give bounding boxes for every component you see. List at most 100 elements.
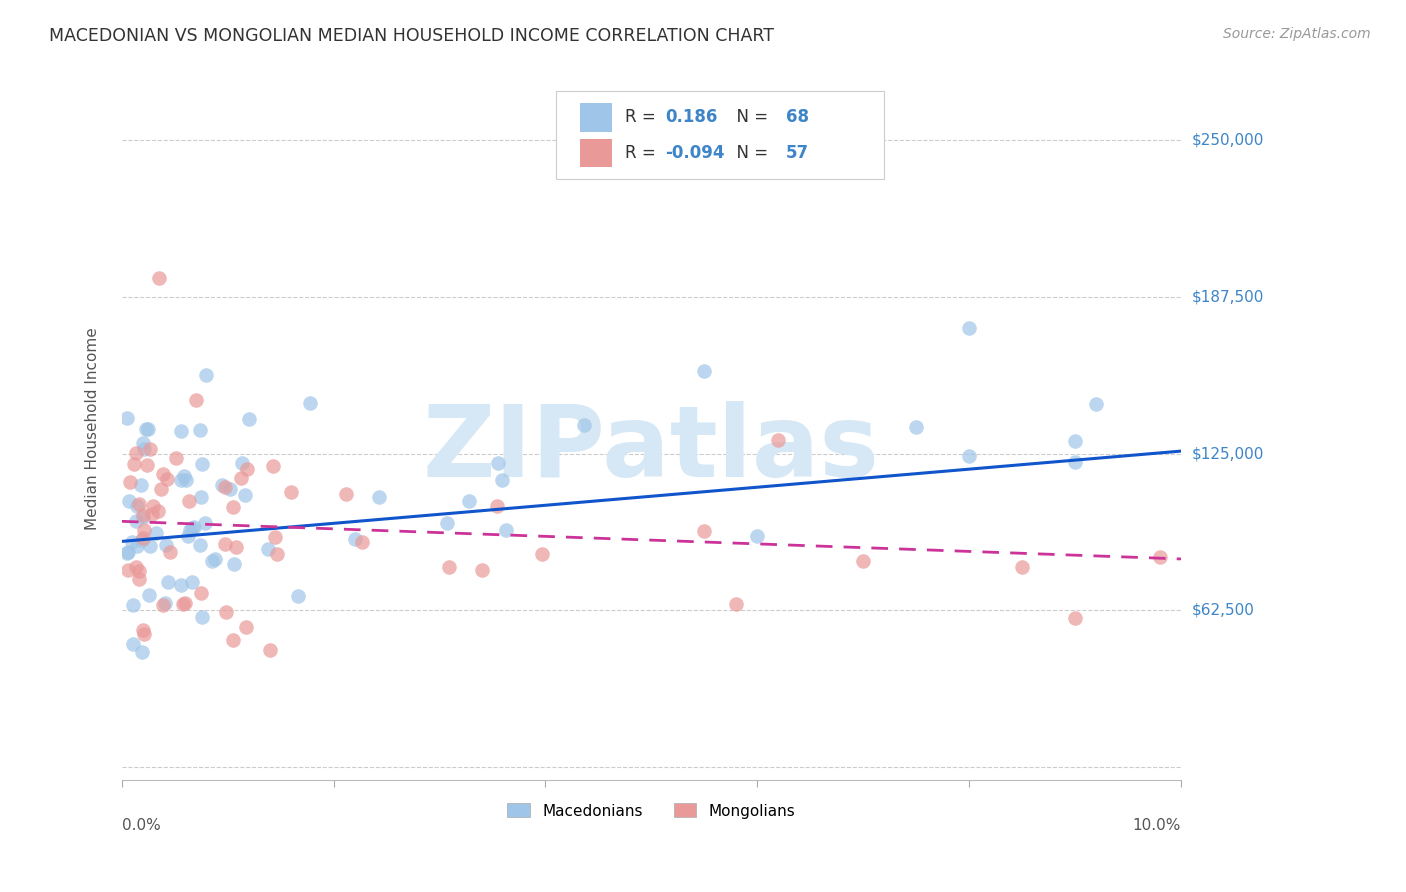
Point xyxy=(1064,454,1087,468)
Point xyxy=(174,596,197,610)
Point xyxy=(125,560,148,574)
Point xyxy=(190,491,212,505)
Point xyxy=(141,507,163,521)
Text: $62,500: $62,500 xyxy=(1192,603,1256,618)
Point xyxy=(125,539,148,553)
Point xyxy=(905,420,928,434)
Text: -0.094: -0.094 xyxy=(665,144,724,161)
Point xyxy=(190,585,212,599)
Point xyxy=(693,524,716,539)
Point xyxy=(1064,611,1087,625)
Point xyxy=(134,442,156,457)
Point xyxy=(131,435,153,450)
Point xyxy=(259,643,281,657)
Point xyxy=(170,424,193,438)
Point xyxy=(231,456,253,470)
Point xyxy=(266,547,288,561)
Point xyxy=(138,588,160,602)
Point xyxy=(190,610,212,624)
Point xyxy=(152,599,174,613)
Point xyxy=(172,598,194,612)
Point xyxy=(491,474,513,488)
Point xyxy=(117,563,139,577)
Point xyxy=(1011,560,1033,574)
Point xyxy=(436,516,458,530)
FancyBboxPatch shape xyxy=(581,138,612,167)
Point xyxy=(486,457,509,471)
Point xyxy=(574,417,596,432)
Text: 68: 68 xyxy=(786,109,808,127)
Point xyxy=(957,449,980,463)
Point xyxy=(184,392,207,407)
Point xyxy=(768,433,790,447)
Point xyxy=(170,473,193,487)
FancyBboxPatch shape xyxy=(557,92,884,179)
Point xyxy=(125,446,148,460)
Point xyxy=(235,462,257,476)
Point xyxy=(229,471,252,485)
Point xyxy=(215,605,238,619)
Text: MACEDONIAN VS MONGOLIAN MEDIAN HOUSEHOLD INCOME CORRELATION CHART: MACEDONIAN VS MONGOLIAN MEDIAN HOUSEHOLD… xyxy=(49,27,775,45)
Point xyxy=(183,520,205,534)
Point xyxy=(139,539,162,553)
Legend: Macedonians, Mongolians: Macedonians, Mongolians xyxy=(502,797,801,824)
Point xyxy=(145,525,167,540)
Text: Source: ZipAtlas.com: Source: ZipAtlas.com xyxy=(1223,27,1371,41)
Point xyxy=(344,532,367,546)
Point xyxy=(747,529,769,543)
Text: 0.186: 0.186 xyxy=(665,109,717,127)
Point xyxy=(1085,397,1108,411)
Point xyxy=(174,473,197,487)
Point xyxy=(128,564,150,578)
Point xyxy=(221,633,243,648)
Point xyxy=(211,478,233,492)
Point xyxy=(122,598,145,612)
Point xyxy=(156,472,179,486)
Point xyxy=(121,637,143,651)
Point xyxy=(136,422,159,436)
Point xyxy=(725,597,748,611)
Point xyxy=(177,529,200,543)
Point xyxy=(458,494,481,508)
Point xyxy=(486,499,509,513)
Point xyxy=(121,535,143,549)
Point xyxy=(135,458,157,472)
Point xyxy=(195,368,218,383)
Point xyxy=(222,500,245,515)
Text: N =: N = xyxy=(725,109,773,127)
Point xyxy=(852,554,875,568)
Point xyxy=(153,596,176,610)
Point xyxy=(156,574,179,589)
Point xyxy=(115,410,138,425)
Text: $125,000: $125,000 xyxy=(1192,446,1264,461)
Point xyxy=(159,545,181,559)
Point xyxy=(256,541,278,556)
Point xyxy=(367,491,389,505)
Point xyxy=(1149,549,1171,564)
Point xyxy=(531,547,554,561)
Point xyxy=(138,442,160,456)
Point xyxy=(219,482,242,496)
Point xyxy=(471,563,494,577)
Point xyxy=(1064,434,1087,448)
Point xyxy=(118,475,141,489)
Point xyxy=(181,574,204,589)
Text: N =: N = xyxy=(725,144,773,161)
Point xyxy=(122,457,145,471)
Point xyxy=(957,321,980,335)
Point xyxy=(155,538,177,552)
Point xyxy=(125,514,148,528)
Point xyxy=(225,540,247,554)
Point xyxy=(148,271,170,285)
Point xyxy=(165,451,187,466)
Point xyxy=(128,572,150,586)
Text: R =: R = xyxy=(624,109,661,127)
Point xyxy=(131,623,153,637)
Point xyxy=(131,477,153,491)
Point xyxy=(135,422,157,436)
Point xyxy=(238,412,260,426)
Point xyxy=(298,395,321,409)
Point xyxy=(170,577,193,591)
Point xyxy=(115,546,138,560)
Point xyxy=(262,458,284,473)
